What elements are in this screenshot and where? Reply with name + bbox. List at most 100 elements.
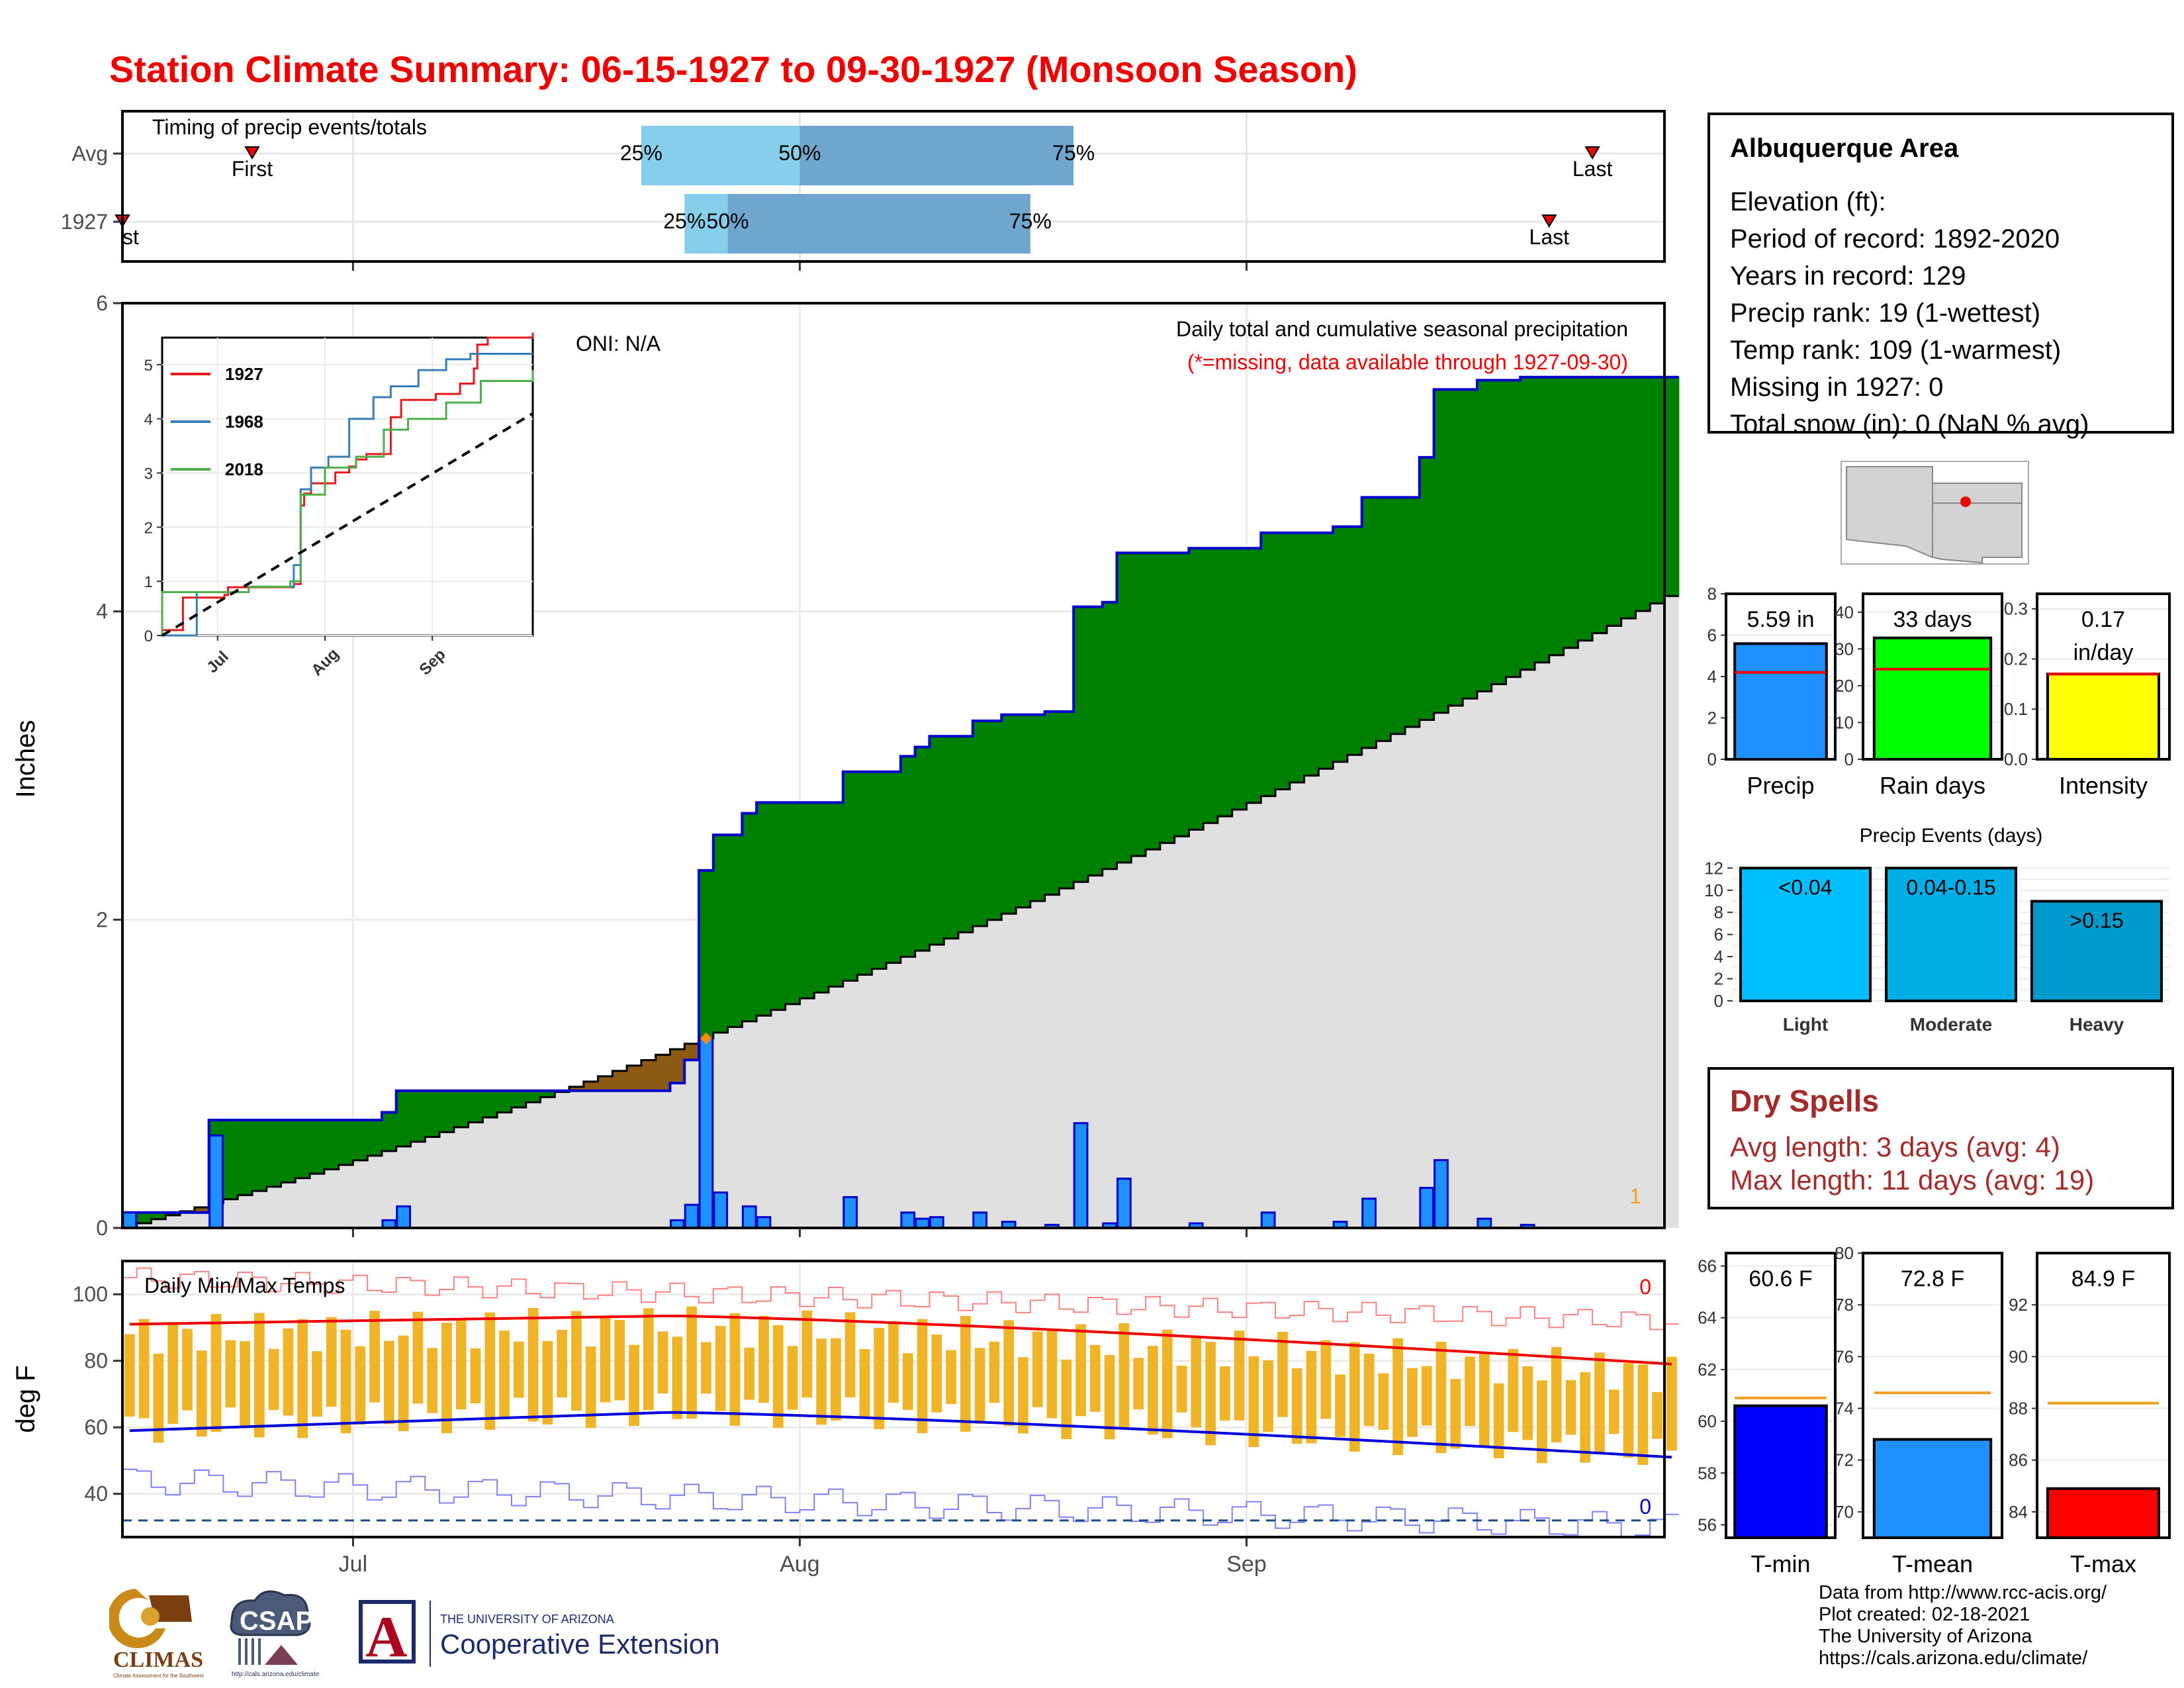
tmax-value-label: 84.9 F (2071, 1266, 2135, 1291)
daily-temp-bar (1263, 1360, 1274, 1432)
daily-temp-bar (1493, 1383, 1504, 1458)
timing-first-label: First (232, 157, 273, 181)
record-high-line (122, 1267, 1679, 1331)
ua-logo-line2: Cooperative Extension (440, 1628, 720, 1660)
precip-y-tick-label: 2 (96, 908, 108, 931)
station-precip-rank: Precip rank: 19 (1-wettest) (1730, 299, 2041, 328)
daily-temp-bar (1003, 1320, 1015, 1427)
daily-temp-bar (1277, 1331, 1288, 1417)
above-normal-fill (1318, 532, 1334, 769)
above-normal-fill (1347, 526, 1363, 755)
tmean-frame (1862, 1252, 2003, 1539)
daily-temp-bar (1018, 1357, 1028, 1434)
above-normal-fill (1621, 377, 1637, 619)
inset-y-tick-label: 4 (144, 411, 153, 429)
above-normal-fill (238, 1120, 253, 1196)
intensity-y-tick-label: 0.2 (2004, 649, 2028, 669)
daily-temp-bar (629, 1344, 639, 1427)
above-normal-fill (1606, 377, 1622, 626)
above-normal-fill (1073, 606, 1089, 882)
record-low-line (122, 1468, 1679, 1538)
temperature-chart: 40 60 80 100 Jul Aug Sep deg F Daily Min/Max Tem… (11, 1260, 1679, 1577)
daily-temp-bar (1537, 1380, 1547, 1464)
daily-temp-bar (1306, 1350, 1317, 1444)
above-normal-fill (713, 835, 729, 1033)
daily-temp-bar (124, 1334, 135, 1417)
precip-corner-label: 1 (1629, 1184, 1641, 1208)
daily-temp-bar (1666, 1356, 1677, 1451)
daily-temp-bar (989, 1341, 1000, 1403)
daily-temp-bar (1032, 1331, 1043, 1407)
daily-temp-bar (1335, 1374, 1345, 1437)
daily-temp-bar (427, 1348, 438, 1413)
precip-y-tick-label: 4 (96, 600, 108, 624)
daily-temp-bar (557, 1329, 568, 1398)
above-normal-fill (165, 1212, 181, 1215)
tmin-y-tick-label: 62 (1698, 1360, 1717, 1380)
daily-temp-bar (1363, 1354, 1375, 1427)
above-normal-fill (1664, 377, 1680, 596)
daily-temp-bar (917, 1319, 928, 1433)
daily-temp-bar (672, 1336, 683, 1419)
temp-y-tick-label: 80 (84, 1349, 108, 1373)
daily-precip-bar (929, 1216, 944, 1229)
events-x-label: Moderate (1910, 1014, 1992, 1035)
rain_days-value-label: 33 days (1893, 607, 1972, 632)
above-normal-fill (756, 802, 772, 1016)
timing-label-75: 75% (1052, 141, 1095, 165)
events-bar-label: <0.04 (1779, 875, 1833, 899)
daily-temp-bar (758, 1315, 769, 1403)
daily-temp-bar (686, 1306, 698, 1419)
timing-bar-50-75 (799, 126, 1074, 185)
daily-temp-bar (888, 1321, 899, 1403)
tmax-y-tick-label: 92 (2009, 1295, 2028, 1315)
rain_days-y-tick-label: 20 (1835, 676, 1854, 696)
above-normal-fill (511, 1090, 527, 1107)
southwest-us-map-icon (1841, 461, 2029, 565)
precip_total-frame (1725, 592, 1837, 761)
daily-precip-bar (1260, 1211, 1276, 1229)
above-normal-fill (1506, 380, 1521, 677)
station-missing: Missing in 1927: 0 (1730, 373, 1944, 402)
credit-data-source: Data from http://www.rcc-acis.org/ (1819, 1582, 2107, 1603)
normal-cumulative-area (122, 596, 1679, 1228)
below-normal-fill (670, 1049, 685, 1084)
above-normal-fill (439, 1090, 455, 1133)
timing-label-50: 50% (707, 209, 749, 233)
daily-temp-bar (844, 1312, 856, 1397)
above-normal-fill (944, 736, 959, 939)
events-title: Precip Events (days) (1860, 825, 2043, 847)
temp-y-axis-label: deg F (11, 1365, 40, 1432)
daily-temp-bar (398, 1335, 409, 1431)
red-triangle-marker-icon (1541, 214, 1557, 228)
above-normal-fill (136, 1212, 152, 1223)
daily-temp-bar (1580, 1372, 1591, 1463)
above-normal-fill (425, 1090, 440, 1137)
above-normal-fill (1361, 497, 1377, 748)
page-title: Station Climate Summary: 06-15-1927 to 0… (109, 48, 1357, 90)
daily-temp-bar (1450, 1379, 1461, 1449)
timing-bar-25-50 (641, 126, 800, 185)
dry-max-length: Max length: 11 days (avg: 19) (1730, 1164, 2095, 1196)
normal-max-line (129, 1315, 1672, 1366)
rain_days-y-tick-label: 40 (1835, 602, 1854, 622)
station-name: Albuquerque Area (1730, 134, 1959, 163)
events-y-tick-label: 8 (1714, 902, 1723, 922)
daily-temp-bar (1133, 1358, 1144, 1410)
daily-precip-bar (208, 1134, 224, 1229)
rain_days-frame (1862, 592, 2003, 761)
tmax-x-label: T-max (2070, 1550, 2136, 1577)
timing-y-label: 1927 (61, 210, 108, 234)
tmin-x-label: T-min (1751, 1550, 1811, 1577)
intensity-value-label2: in/day (2073, 640, 2134, 665)
credit-url: https://cals.arizona.edu/climate/ (1819, 1648, 2088, 1669)
daily-temp-bar (1378, 1373, 1389, 1430)
credit-university: The University of Arizona (1819, 1626, 2032, 1647)
inset-y-tick-label: 3 (144, 465, 153, 483)
above-normal-fill (1405, 497, 1420, 727)
precip_total-y-tick-label: 2 (1707, 708, 1717, 728)
below-normal-fill (627, 1065, 642, 1091)
tmean-y-tick-label: 74 (1835, 1399, 1854, 1419)
intensity-y-tick-label: 0.3 (2004, 599, 2028, 619)
